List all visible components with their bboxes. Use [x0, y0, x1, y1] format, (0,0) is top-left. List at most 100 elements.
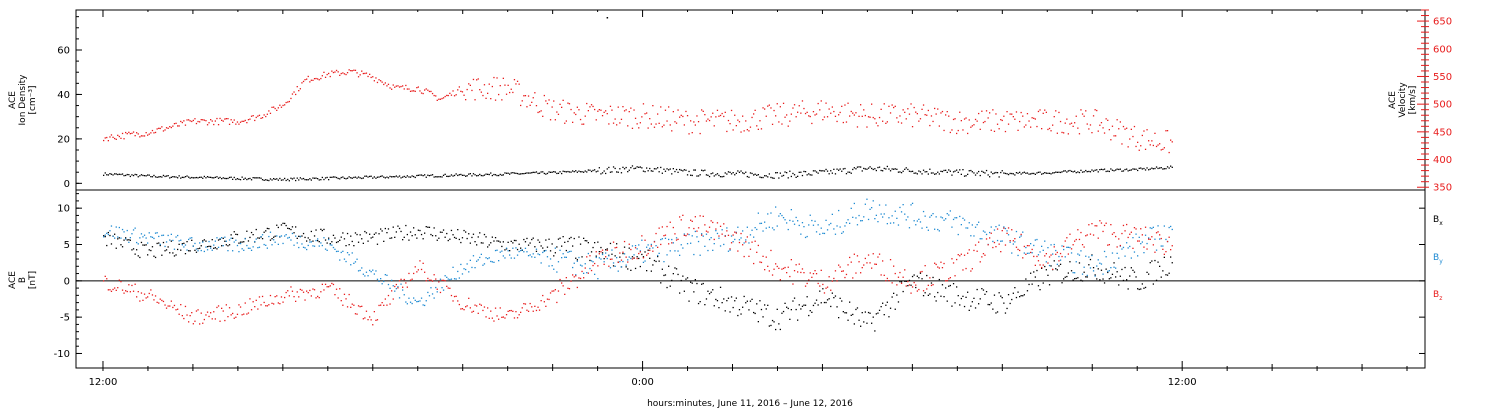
bx-point — [650, 270, 652, 272]
bz-point — [946, 280, 948, 282]
velocity-point — [694, 124, 696, 126]
bz-point — [705, 230, 708, 232]
density-point — [826, 170, 829, 172]
velocity-point — [834, 115, 837, 117]
by-point — [836, 225, 838, 227]
bx-point — [841, 300, 843, 302]
density-point — [798, 171, 800, 173]
velocity-point — [411, 90, 413, 92]
bz-point — [535, 309, 538, 312]
bz-point — [529, 302, 531, 305]
bz-point — [557, 290, 560, 292]
bz-point — [1097, 237, 1099, 239]
by-point — [463, 268, 465, 270]
by-point — [719, 245, 722, 247]
density-point — [378, 176, 380, 178]
by-point — [696, 236, 698, 238]
velocity-point — [828, 108, 830, 110]
velocity-point — [403, 88, 405, 90]
velocity-point — [611, 109, 613, 111]
bx-point — [1099, 279, 1101, 281]
bz-point — [828, 276, 830, 278]
bx-point — [252, 234, 254, 236]
bz-point — [321, 283, 323, 285]
bz-point — [889, 259, 892, 261]
by-point — [894, 210, 896, 212]
bz-point — [756, 251, 758, 253]
bx-point — [233, 231, 235, 233]
bz-point — [896, 284, 898, 286]
density-point — [147, 174, 149, 176]
by-point — [825, 219, 827, 221]
velocity-point — [372, 76, 374, 78]
bz-point — [830, 289, 832, 291]
bx-point — [210, 245, 212, 248]
velocity-tick-label: 650 — [1433, 17, 1452, 28]
density-point — [856, 166, 859, 168]
velocity-point — [359, 74, 361, 76]
bz-point — [669, 221, 671, 223]
bx-point — [800, 308, 802, 310]
density-point — [115, 173, 117, 175]
density-point — [1130, 169, 1132, 171]
bz-point — [1015, 246, 1018, 248]
bz-point — [463, 309, 465, 311]
density-point — [784, 171, 786, 173]
bz-point — [389, 303, 391, 305]
velocity-point — [992, 109, 994, 111]
by-point — [1102, 273, 1104, 275]
bx-point — [386, 232, 388, 234]
velocity-point — [984, 120, 986, 123]
by-point — [565, 256, 567, 258]
density-point — [162, 174, 165, 177]
bx-point — [378, 233, 380, 235]
bx-point — [227, 245, 229, 247]
by-point — [446, 276, 448, 278]
bz-point — [531, 306, 533, 308]
velocity-point — [205, 120, 207, 122]
bx-point — [219, 238, 221, 240]
velocity-point — [545, 100, 547, 102]
bz-point — [655, 232, 657, 235]
bx-point — [125, 237, 127, 239]
density-point — [775, 172, 777, 174]
by-point — [1099, 262, 1101, 264]
density-point — [142, 174, 144, 177]
by-point — [222, 245, 224, 247]
bz-point — [754, 240, 756, 242]
bz-point — [1144, 226, 1147, 228]
density-point — [260, 177, 262, 179]
density-point — [324, 177, 327, 179]
bx-point — [1072, 279, 1074, 281]
bx-point — [627, 268, 629, 270]
bx-point — [526, 237, 528, 240]
by-point — [479, 256, 481, 259]
bz-point — [911, 286, 914, 288]
velocity-point — [600, 109, 602, 111]
by-point — [675, 237, 678, 239]
by-point — [170, 233, 172, 235]
bx-point — [1133, 271, 1136, 273]
density-point — [380, 175, 382, 178]
velocity-point — [455, 94, 457, 96]
density-point — [1033, 172, 1035, 175]
bx-point — [114, 233, 116, 235]
velocity-point — [1037, 110, 1040, 113]
velocity-point — [850, 110, 852, 113]
bx-point — [655, 260, 657, 263]
bx-point — [493, 240, 495, 242]
density-point — [351, 177, 353, 179]
velocity-point — [584, 115, 586, 117]
density-point — [1099, 169, 1101, 171]
bx-point — [674, 267, 676, 269]
by-point — [441, 287, 443, 289]
by-point — [348, 254, 350, 256]
velocity-point — [323, 71, 325, 73]
velocity-point — [765, 115, 767, 117]
bx-point — [998, 292, 1000, 294]
bz-point — [413, 272, 415, 275]
bx-point — [115, 247, 117, 249]
density-point — [386, 176, 388, 178]
bx-point — [359, 234, 361, 236]
density-point — [488, 173, 490, 176]
